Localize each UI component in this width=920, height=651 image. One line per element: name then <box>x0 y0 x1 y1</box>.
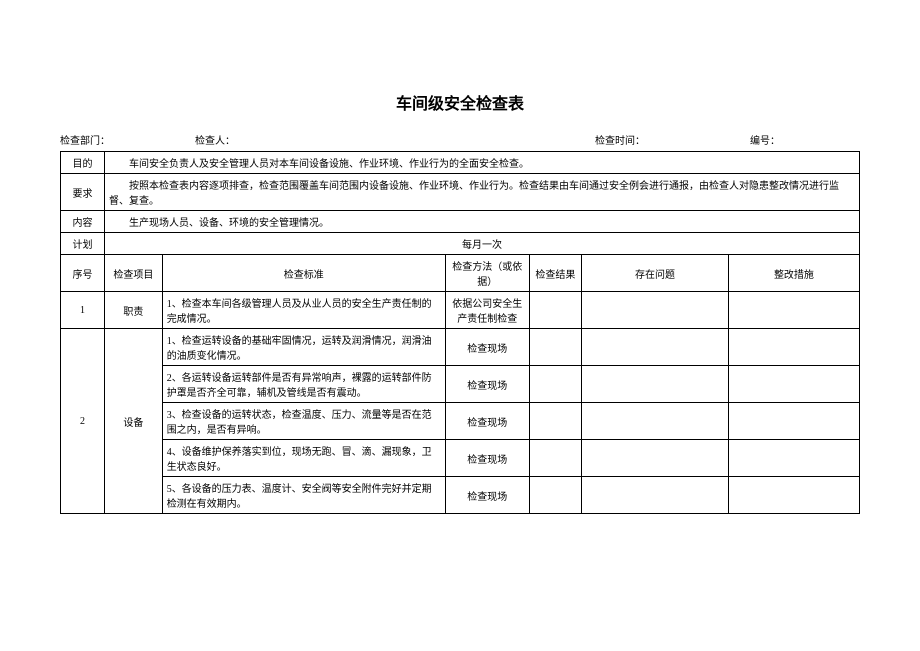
cell-standard: 1、检查运转设备的基础牢固情况，运转及润滑情况，润滑油的油质变化情况。 <box>162 329 445 366</box>
page-title: 车间级安全检查表 <box>60 90 860 114</box>
cell-problem <box>582 292 729 329</box>
cell-result <box>529 329 581 366</box>
table-row: 5、各设备的压力表、温度计、安全阀等安全附件完好并定期检测在有效期内。检查现场 <box>61 477 860 514</box>
row-purpose: 目的 车间安全负责人及安全管理人员对本车间设备设施、作业环境、作业行为的全面安全… <box>61 152 860 174</box>
cell-method: 检查现场 <box>445 477 529 514</box>
cell-seq: 2 <box>61 329 105 514</box>
cell-problem <box>582 403 729 440</box>
inspection-table: 目的 车间安全负责人及安全管理人员对本车间设备设施、作业环境、作业行为的全面安全… <box>60 151 860 514</box>
meta-dept: 检查部门： <box>60 132 195 147</box>
col-result: 检查结果 <box>529 255 581 292</box>
table-row: 4、设备维护保养落实到位，现场无跑、冒、滴、漏现象，卫生状态良好。检查现场 <box>61 440 860 477</box>
content-label: 内容 <box>61 211 105 233</box>
cell-action <box>728 329 859 366</box>
row-columns: 序号 检查项目 检查标准 检查方法（或依据） 检查结果 存在问题 整改措施 <box>61 255 860 292</box>
meta-row: 检查部门： 检查人： 检查时间： 编号： <box>60 132 860 147</box>
cell-item: 设备 <box>105 329 163 514</box>
cell-problem <box>582 440 729 477</box>
cell-result <box>529 292 581 329</box>
meta-no: 编号： <box>750 132 780 147</box>
cell-method: 检查现场 <box>445 403 529 440</box>
cell-standard: 4、设备维护保养落实到位，现场无跑、冒、滴、漏现象，卫生状态良好。 <box>162 440 445 477</box>
col-item: 检查项目 <box>105 255 163 292</box>
table-row: 2设备1、检查运转设备的基础牢固情况，运转及润滑情况，润滑油的油质变化情况。检查… <box>61 329 860 366</box>
row-plan: 计划 每月一次 <box>61 233 860 255</box>
cell-action <box>728 440 859 477</box>
cell-method: 检查现场 <box>445 440 529 477</box>
cell-standard: 2、各运转设备运转部件是否有异常响声，裸露的运转部件防护罩是否齐全可靠，辅机及管… <box>162 366 445 403</box>
cell-result <box>529 403 581 440</box>
cell-result <box>529 477 581 514</box>
cell-item: 职责 <box>105 292 163 329</box>
cell-seq: 1 <box>61 292 105 329</box>
cell-problem <box>582 477 729 514</box>
cell-action <box>728 403 859 440</box>
purpose-label: 目的 <box>61 152 105 174</box>
cell-result <box>529 440 581 477</box>
col-seq: 序号 <box>61 255 105 292</box>
col-method: 检查方法（或依据） <box>445 255 529 292</box>
table-row: 3、检查设备的运转状态，检查温度、压力、流量等是否在范围之内，是否有异响。检查现… <box>61 403 860 440</box>
row-content: 内容 生产现场人员、设备、环境的安全管理情况。 <box>61 211 860 233</box>
cell-problem <box>582 366 729 403</box>
content-text: 生产现场人员、设备、环境的安全管理情况。 <box>105 211 860 233</box>
row-requirement: 要求 按照本检查表内容逐项排查，检查范围覆盖车间范围内设备设施、作业环境、作业行… <box>61 174 860 211</box>
cell-standard: 1、检查本车间各级管理人员及从业人员的安全生产责任制的完成情况。 <box>162 292 445 329</box>
cell-action <box>728 477 859 514</box>
col-problem: 存在问题 <box>582 255 729 292</box>
col-action: 整改措施 <box>728 255 859 292</box>
cell-action <box>728 292 859 329</box>
cell-method: 依据公司安全生产责任制检查 <box>445 292 529 329</box>
cell-standard: 5、各设备的压力表、温度计、安全阀等安全附件完好并定期检测在有效期内。 <box>162 477 445 514</box>
cell-action <box>728 366 859 403</box>
req-text: 按照本检查表内容逐项排查，检查范围覆盖车间范围内设备设施、作业环境、作业行为。检… <box>105 174 860 211</box>
cell-result <box>529 366 581 403</box>
purpose-text: 车间安全负责人及安全管理人员对本车间设备设施、作业环境、作业行为的全面安全检查。 <box>105 152 860 174</box>
cell-method: 检查现场 <box>445 329 529 366</box>
plan-label: 计划 <box>61 233 105 255</box>
meta-time: 检查时间： <box>595 132 750 147</box>
table-row: 1职责1、检查本车间各级管理人员及从业人员的安全生产责任制的完成情况。依据公司安… <box>61 292 860 329</box>
cell-method: 检查现场 <box>445 366 529 403</box>
cell-problem <box>582 329 729 366</box>
table-row: 2、各运转设备运转部件是否有异常响声，裸露的运转部件防护罩是否齐全可靠，辅机及管… <box>61 366 860 403</box>
col-std: 检查标准 <box>162 255 445 292</box>
cell-standard: 3、检查设备的运转状态，检查温度、压力、流量等是否在范围之内，是否有异响。 <box>162 403 445 440</box>
req-label: 要求 <box>61 174 105 211</box>
meta-inspector: 检查人： <box>195 132 595 147</box>
plan-text: 每月一次 <box>105 233 860 255</box>
